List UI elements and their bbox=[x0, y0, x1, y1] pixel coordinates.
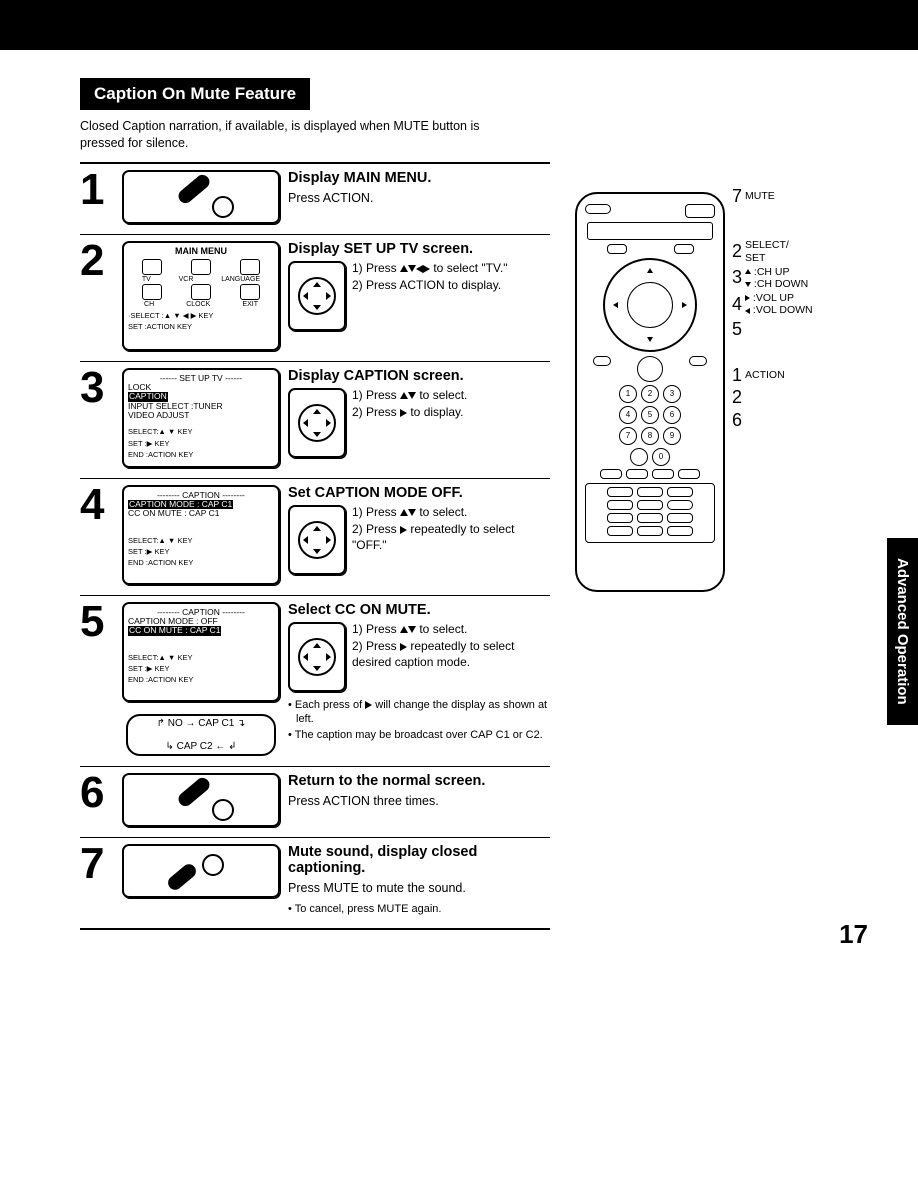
step-6: 6 Return to the normal screen. Press ACT… bbox=[80, 766, 550, 837]
dpad-icon bbox=[288, 261, 346, 331]
remote-callouts: 7 MUTE 2 SELECT/ SET 3 :CH UP :CH DOWN 4… bbox=[732, 192, 813, 433]
step-number: 3 bbox=[80, 368, 114, 468]
remote-diagram: 123 456 789 0 7 MUTE 2 SELECT/ SET 3 bbox=[570, 192, 878, 592]
dpad-icon bbox=[288, 622, 346, 692]
step-title: Return to the normal screen. bbox=[288, 773, 550, 789]
dpad-icon bbox=[288, 505, 346, 575]
step-number: 4 bbox=[80, 485, 114, 585]
setup-tv-screen: ------ SET UP TV ------ LOCK CAPTION INP… bbox=[122, 368, 280, 468]
step-title: Display MAIN MENU. bbox=[288, 170, 550, 186]
step-7: 7 Mute sound, display closed captioning.… bbox=[80, 837, 550, 931]
steps-column: 1 Display MAIN MENU. Press ACTION. 2 bbox=[80, 162, 550, 931]
page-content: Caption On Mute Feature Closed Caption n… bbox=[0, 78, 918, 960]
page-number: 17 bbox=[839, 919, 868, 950]
note: • To cancel, press MUTE again. bbox=[288, 902, 550, 916]
substep: 1) Press to select. bbox=[352, 388, 467, 404]
substep: 2) Press repeatedly to select desired ca… bbox=[352, 639, 550, 670]
step-number: 6 bbox=[80, 773, 114, 827]
step-body: Press MUTE to mute the sound. bbox=[288, 880, 550, 896]
intro-text: Closed Caption narration, if available, … bbox=[80, 118, 500, 152]
note: • The caption may be broadcast over CAP … bbox=[288, 728, 550, 742]
substep: 2) Press ACTION to display. bbox=[352, 278, 507, 294]
step-2: 2 MAIN MENU TVVCRLANGUAGE CHCLOCKEXIT ·S… bbox=[80, 234, 550, 361]
step-title: Mute sound, display closed captioning. bbox=[288, 844, 550, 876]
step-number: 2 bbox=[80, 241, 114, 351]
step-number: 5 bbox=[80, 602, 114, 756]
side-tab: Advanced Operation bbox=[887, 538, 918, 725]
step1-screen bbox=[122, 170, 280, 224]
caption-screen-2: -------- CAPTION -------- CAPTION MODE :… bbox=[122, 602, 280, 702]
remote-dpad bbox=[603, 258, 697, 352]
substep: 2) Press to display. bbox=[352, 405, 467, 421]
main-menu-screen: MAIN MENU TVVCRLANGUAGE CHCLOCKEXIT ·SEL… bbox=[122, 241, 280, 351]
step-1: 1 Display MAIN MENU. Press ACTION. bbox=[80, 162, 550, 234]
step-title: Select CC ON MUTE. bbox=[288, 602, 550, 618]
step-number: 1 bbox=[80, 170, 114, 224]
substep: 1) Press to select. bbox=[352, 505, 550, 521]
substep: 1) Press to select "TV." bbox=[352, 261, 507, 277]
step-5: 5 -------- CAPTION -------- CAPTION MODE… bbox=[80, 595, 550, 766]
step7-screen bbox=[122, 844, 280, 898]
step-title: Display SET UP TV screen. bbox=[288, 241, 550, 257]
substep: 1) Press to select. bbox=[352, 622, 550, 638]
step-title: Set CAPTION MODE OFF. bbox=[288, 485, 550, 501]
caption-screen-1: -------- CAPTION -------- CAPTION MODE :… bbox=[122, 485, 280, 585]
note: • Each press of will change the display … bbox=[288, 698, 550, 727]
step-number: 7 bbox=[80, 844, 114, 919]
dpad-icon bbox=[288, 388, 346, 458]
section-title: Caption On Mute Feature bbox=[80, 78, 310, 110]
cycle-diagram: ↱ NO → CAP C1 ↴ ↳ CAP C2 ← ↲ bbox=[126, 714, 276, 756]
step-body: Press ACTION three times. bbox=[288, 793, 550, 809]
substep: 2) Press repeatedly to select "OFF." bbox=[352, 522, 550, 553]
step-4: 4 -------- CAPTION -------- CAPTION MODE… bbox=[80, 478, 550, 595]
step6-screen bbox=[122, 773, 280, 827]
step-3: 3 ------ SET UP TV ------ LOCK CAPTION I… bbox=[80, 361, 550, 478]
step-body: Press ACTION. bbox=[288, 190, 550, 206]
step-title: Display CAPTION screen. bbox=[288, 368, 550, 384]
top-bar bbox=[0, 0, 918, 50]
